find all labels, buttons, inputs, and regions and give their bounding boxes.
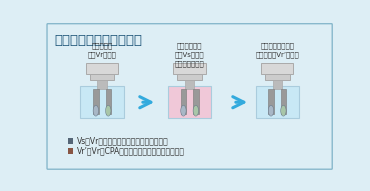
Bar xyxy=(90,74,114,80)
Ellipse shape xyxy=(105,105,111,116)
Ellipse shape xyxy=(181,105,186,116)
Bar xyxy=(265,74,290,80)
Ellipse shape xyxy=(93,105,98,116)
Bar xyxy=(185,80,194,89)
Bar xyxy=(105,89,111,114)
Bar xyxy=(174,63,206,74)
Bar xyxy=(168,86,211,118)
Bar xyxy=(181,89,186,114)
Bar xyxy=(68,138,73,144)
Ellipse shape xyxy=(281,105,286,116)
Text: Vs－Vr＝相対値（総合的な情報＝先味）: Vs－Vr＝相対値（総合的な情報＝先味） xyxy=(77,137,168,146)
Bar xyxy=(268,89,274,114)
Ellipse shape xyxy=(193,105,199,116)
Bar xyxy=(177,74,202,80)
Bar xyxy=(281,89,286,114)
Text: Vr’－Vr＝CPA値（渋味、苦味、コク＝後味）: Vr’－Vr＝CPA値（渋味、苦味、コク＝後味） xyxy=(77,147,185,156)
Bar xyxy=(193,89,199,114)
Bar xyxy=(68,148,73,154)
Bar xyxy=(261,63,293,74)
Bar xyxy=(97,80,107,89)
Bar xyxy=(93,89,98,114)
Ellipse shape xyxy=(268,105,274,116)
Text: 簡単に洗浄した後
再度、電位Vr’を測定: 簡単に洗浄した後 再度、電位Vr’を測定 xyxy=(255,42,299,58)
Text: 基準液中で
電位Vrを測定: 基準液中で 電位Vrを測定 xyxy=(88,42,117,58)
Bar xyxy=(273,80,282,89)
Text: サンプル中で
電位Vsを測定
（相対値測定）: サンプル中で 電位Vsを測定 （相対値測定） xyxy=(175,42,205,67)
FancyBboxPatch shape xyxy=(47,24,332,169)
Bar xyxy=(80,86,124,118)
Bar xyxy=(86,63,118,74)
Bar xyxy=(256,86,299,118)
Text: 味覚センサーの測定方法: 味覚センサーの測定方法 xyxy=(54,34,142,47)
